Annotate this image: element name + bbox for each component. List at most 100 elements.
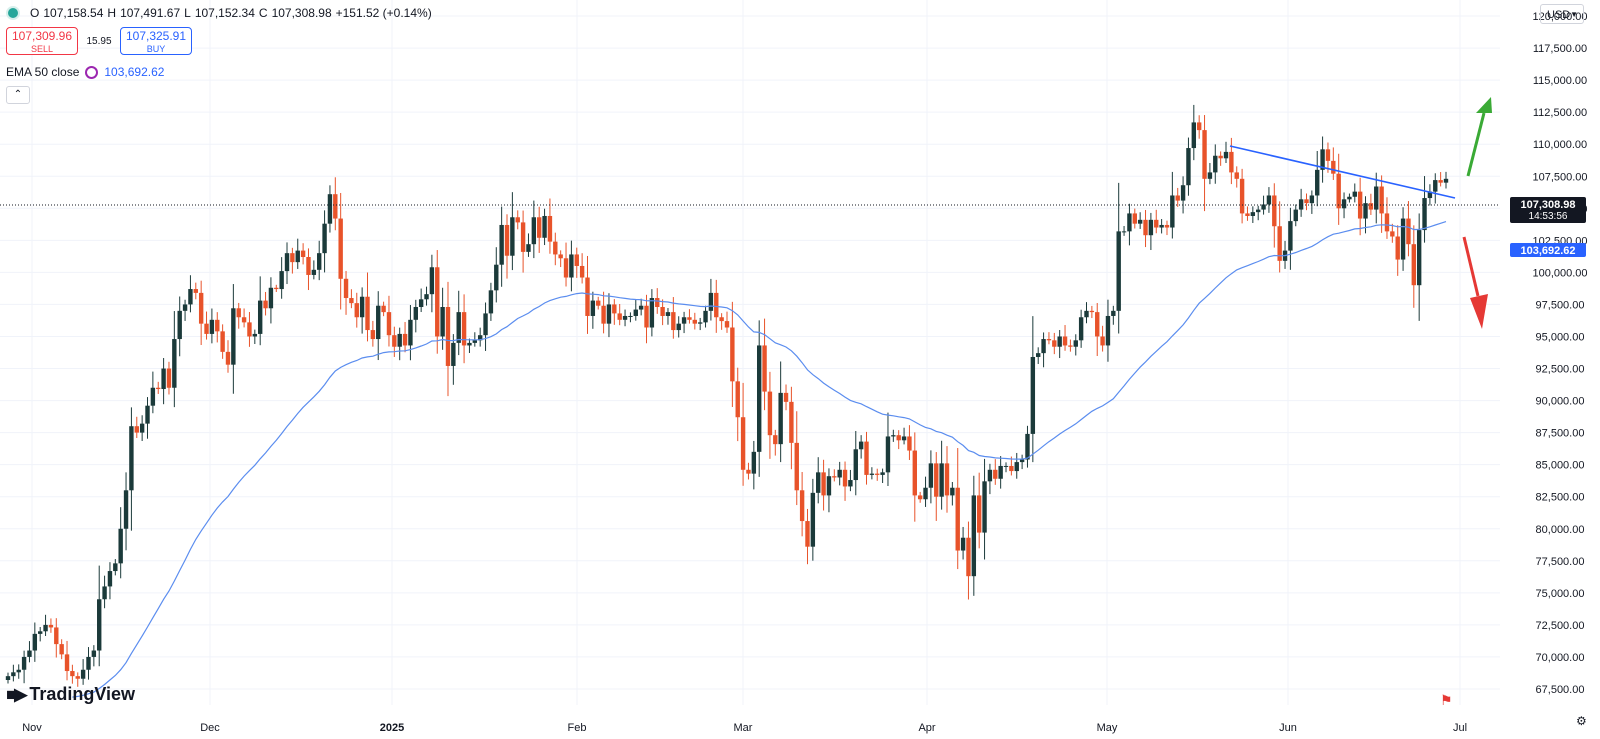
candle-body — [1196, 122, 1202, 131]
candle-body — [1191, 122, 1197, 149]
tradingview-logo[interactable]: ■▶ TradingView — [6, 684, 135, 705]
candle-body — [461, 312, 467, 346]
candle-body — [1325, 149, 1331, 161]
candle-body — [1427, 191, 1433, 199]
currency-select[interactable]: USD ▼ — [1540, 4, 1584, 24]
candle-body — [225, 351, 231, 365]
candle-body — [1127, 213, 1132, 232]
candle-body — [1137, 219, 1143, 224]
high-value: 107,491.67 — [120, 6, 181, 20]
candle-body — [5, 676, 11, 681]
candle-body — [934, 463, 939, 497]
candle-body — [1111, 310, 1116, 316]
candle-body — [1416, 230, 1422, 286]
candle-body — [1384, 213, 1390, 232]
candle-body — [596, 300, 601, 306]
candle-body — [960, 537, 966, 551]
candle-body — [236, 308, 241, 318]
candle-body — [773, 435, 778, 445]
candle-body — [1352, 191, 1357, 197]
candle-body — [349, 298, 354, 304]
market-status-icon — [6, 6, 20, 20]
y-tick-label: 67,500.00 — [1536, 684, 1585, 696]
y-tick-label: 110,000.00 — [1533, 139, 1587, 151]
candle-body — [869, 473, 875, 475]
candle-body — [1245, 213, 1250, 216]
candle-body — [177, 310, 182, 340]
chevron-down-icon: ▼ — [1570, 10, 1578, 19]
candle-body — [950, 487, 955, 496]
candle-body — [252, 333, 258, 337]
candle-body — [274, 287, 279, 290]
y-tick-label: 100,000.00 — [1532, 267, 1587, 279]
candle-body — [912, 450, 917, 496]
candle-body — [708, 292, 714, 311]
ema-price-label: 103,692.62 — [1510, 243, 1586, 257]
candle-body — [1347, 196, 1352, 200]
candle-body — [1256, 209, 1261, 213]
collapse-legend-button[interactable]: ⌃ — [6, 86, 30, 104]
candle-body — [392, 335, 397, 347]
candle-body — [907, 436, 912, 451]
candle-body — [606, 304, 612, 324]
candle-body — [837, 469, 842, 478]
candle-body — [628, 315, 633, 317]
candle-body — [145, 405, 150, 424]
candle-body — [1277, 226, 1282, 261]
buy-label: BUY — [146, 44, 166, 54]
candle-body — [558, 254, 563, 259]
candle-body — [875, 473, 880, 475]
candle-body — [1100, 336, 1105, 346]
buy-button[interactable]: 107,325.91 BUY — [120, 27, 192, 55]
candle-body — [1036, 353, 1041, 357]
x-tick-label: 2025 — [380, 722, 404, 734]
candle-body — [247, 322, 252, 337]
candle-body — [1368, 203, 1374, 210]
candle-body — [810, 492, 816, 547]
candle-body — [220, 331, 225, 352]
trendline[interactable] — [1229, 145, 1456, 199]
y-tick-label: 72,500.00 — [1536, 620, 1585, 632]
candle-body — [408, 319, 413, 346]
candle-body — [1379, 186, 1384, 214]
candle-body — [1186, 148, 1191, 186]
candle-body — [644, 305, 649, 328]
candle-body — [939, 463, 944, 497]
candle-body — [113, 563, 118, 572]
candle-body — [832, 476, 837, 478]
candle-body — [80, 669, 86, 679]
candle-body — [842, 469, 848, 487]
candle-body — [687, 317, 692, 320]
sell-button[interactable]: 107,309.96 SELL — [6, 27, 78, 55]
y-tick-label: 120,000.00 — [1532, 11, 1587, 23]
candle-body — [188, 289, 193, 305]
y-tick-label: 92,500.00 — [1536, 364, 1585, 376]
candle-body — [1025, 433, 1030, 460]
candle-body — [1309, 195, 1315, 204]
settings-icon[interactable]: ⚙ — [1576, 714, 1587, 728]
flag-icon[interactable]: ⚑ — [1440, 692, 1453, 708]
candle-body — [1390, 231, 1395, 237]
candle-body — [1041, 339, 1046, 354]
candle-body — [37, 631, 43, 634]
candle-body — [499, 224, 504, 265]
y-tick-label: 112,500.00 — [1533, 107, 1587, 119]
candle-body — [1030, 356, 1036, 434]
candle-body — [1019, 459, 1025, 463]
candle-body — [1154, 219, 1159, 228]
candle-body — [756, 345, 762, 452]
candle-body — [1084, 310, 1089, 318]
candle-body — [59, 644, 64, 655]
candle-body — [574, 254, 579, 266]
candle-body — [477, 335, 483, 341]
candle-body — [901, 436, 907, 441]
ema-legend[interactable]: EMA 50 close 103,692.62 — [6, 65, 164, 79]
price-axis[interactable]: 67,500.00 70,000.00 72,500.00 75,000.00 77,5… — [1532, 11, 1587, 696]
last-price-value: 107,308.98 — [1520, 199, 1575, 211]
candle-body — [1229, 151, 1234, 173]
high-label: H — [107, 6, 117, 20]
candle-body — [917, 495, 923, 500]
time-axis[interactable]: Nov Dec 2025 Feb Mar Apr May Jun Jul — [22, 722, 1467, 734]
last-price-label: 107,308.98 14:53:56 — [1510, 197, 1586, 223]
